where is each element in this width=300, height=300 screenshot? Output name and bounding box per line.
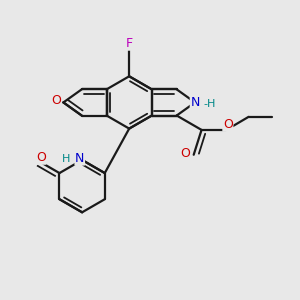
Text: O: O [180, 147, 190, 160]
Text: O: O [51, 94, 61, 107]
Text: -H: -H [203, 99, 215, 109]
Text: O: O [36, 151, 46, 164]
Text: F: F [126, 37, 133, 50]
Text: O: O [223, 118, 233, 131]
Text: N: N [190, 96, 200, 109]
Text: H: H [61, 154, 70, 164]
Text: N: N [75, 152, 84, 165]
